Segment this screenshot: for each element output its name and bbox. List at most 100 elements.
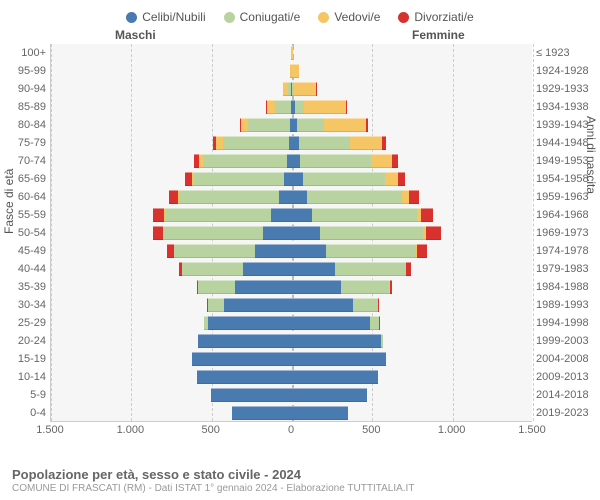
bar-segment <box>292 154 301 168</box>
bar-male <box>240 118 292 132</box>
age-label: 70-74 <box>0 152 50 170</box>
age-label: 0-4 <box>0 404 50 422</box>
bar-segment <box>292 226 321 240</box>
birth-label: 1974-1978 <box>532 242 600 260</box>
bar-female <box>292 154 398 168</box>
age-label: 5-9 <box>0 386 50 404</box>
bar-female <box>292 280 393 294</box>
bar-segment <box>192 352 292 366</box>
birth-label: 1959-1963 <box>532 188 600 206</box>
bar-segment <box>223 136 289 150</box>
age-label: 15-19 <box>0 350 50 368</box>
bar-segment <box>390 280 392 294</box>
bar-row <box>51 46 532 60</box>
bar-segment <box>346 100 347 114</box>
x-tick: 500 <box>362 424 380 436</box>
bar-segment <box>271 208 292 222</box>
birth-label: 1989-1993 <box>532 296 600 314</box>
bar-row <box>51 208 532 222</box>
bar-segment <box>406 262 411 276</box>
bar-male <box>197 280 292 294</box>
legend-swatch <box>318 12 329 23</box>
bar-row <box>51 172 532 186</box>
x-axis: 1.5001.00050005001.0001.500 <box>50 422 532 442</box>
bar-segment <box>304 100 346 114</box>
bar-row <box>51 244 532 258</box>
bar-segment <box>292 136 299 150</box>
age-label: 60-64 <box>0 188 50 206</box>
bar-segment <box>409 190 419 204</box>
age-label: 85-89 <box>0 98 50 116</box>
bar-segment <box>174 244 254 258</box>
bar-segment <box>198 280 235 294</box>
bar-segment <box>279 190 292 204</box>
bar-segment <box>211 388 291 402</box>
bar-female <box>292 298 380 312</box>
bar-segment <box>292 370 379 384</box>
age-label: 40-44 <box>0 260 50 278</box>
bar-male <box>213 136 291 150</box>
bar-male <box>197 370 292 384</box>
bar-segment <box>292 190 307 204</box>
birth-label: 1929-1933 <box>532 80 600 98</box>
legend: Celibi/NubiliConiugati/eVedovi/eDivorzia… <box>0 10 600 24</box>
bar-segment <box>179 190 279 204</box>
age-label: 100+ <box>0 44 50 62</box>
bar-row <box>51 64 532 78</box>
age-label: 35-39 <box>0 278 50 296</box>
birth-label: 1964-1968 <box>532 206 600 224</box>
bar-male <box>179 262 292 276</box>
population-pyramid-chart: Celibi/NubiliConiugati/eVedovi/eDivorzia… <box>0 0 600 500</box>
birth-label: 1939-1943 <box>532 116 600 134</box>
bar-row <box>51 136 532 150</box>
gender-labels: Maschi Femmine <box>0 28 600 44</box>
x-tick: 1.500 <box>518 424 546 436</box>
bar-segment <box>398 172 405 186</box>
legend-label: Vedovi/e <box>334 10 380 24</box>
chart-subtitle: COMUNE DI FRASCATI (RM) - Dati ISTAT 1° … <box>12 483 588 494</box>
bar-segment <box>297 118 324 132</box>
bar-segment <box>255 244 292 258</box>
bar-male <box>204 316 292 330</box>
legend-swatch <box>126 12 137 23</box>
bar-segment <box>267 100 275 114</box>
bar-female <box>292 208 434 222</box>
bar-row <box>51 388 532 402</box>
age-label: 10-14 <box>0 368 50 386</box>
birth-label: 1999-2003 <box>532 332 600 350</box>
legend-swatch <box>398 12 409 23</box>
bar-female <box>292 190 419 204</box>
bar-female <box>292 388 368 402</box>
bar-row <box>51 262 532 276</box>
bar-segment <box>350 136 382 150</box>
age-label: 20-24 <box>0 332 50 350</box>
bars-area <box>50 44 532 422</box>
x-tick: 1.000 <box>438 424 466 436</box>
bar-segment <box>153 208 163 222</box>
bar-segment <box>182 262 243 276</box>
age-label: 45-49 <box>0 242 50 260</box>
legend-item: Celibi/Nubili <box>126 10 205 24</box>
birth-label: 2004-2008 <box>532 350 600 368</box>
birth-label: 1954-1958 <box>532 170 600 188</box>
bar-male <box>198 334 292 348</box>
birth-label: 1949-1953 <box>532 152 600 170</box>
age-label: 75-79 <box>0 134 50 152</box>
bar-female <box>292 226 441 240</box>
chart-title: Popolazione per età, sesso e stato civil… <box>12 467 588 482</box>
bar-male <box>283 82 291 96</box>
bar-female <box>292 100 348 114</box>
x-tick: 500 <box>201 424 219 436</box>
bar-segment <box>392 154 398 168</box>
birth-label: 1984-1988 <box>532 278 600 296</box>
bar-segment <box>417 244 427 258</box>
bar-segment <box>382 136 386 150</box>
bar-segment <box>324 118 366 132</box>
legend-label: Celibi/Nubili <box>142 10 205 24</box>
bar-female <box>292 262 412 276</box>
bar-segment <box>224 298 291 312</box>
bar-segment <box>235 280 291 294</box>
bar-segment <box>421 208 433 222</box>
bar-row <box>51 406 532 420</box>
bar-female <box>292 406 348 420</box>
